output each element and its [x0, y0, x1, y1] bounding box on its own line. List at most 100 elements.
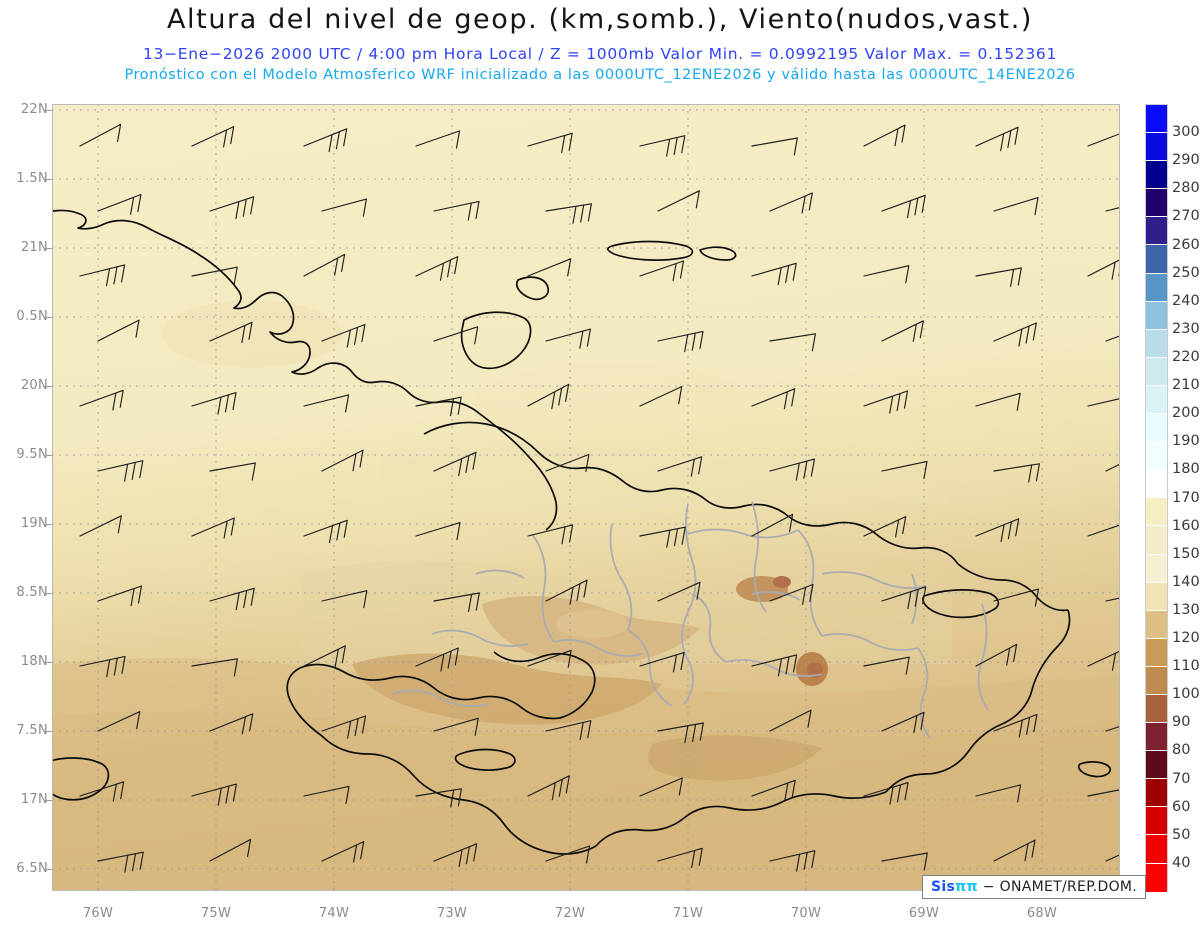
wind-barb — [545, 845, 591, 864]
wind-barb — [527, 132, 573, 154]
wind-barb — [657, 190, 700, 212]
wind-barb — [751, 388, 796, 410]
wind-barb — [209, 587, 255, 611]
wind-barb — [863, 516, 907, 538]
wind-barb — [657, 847, 703, 869]
colorbar-swatch — [1146, 638, 1167, 667]
wind-barb — [79, 781, 125, 802]
wind-barb — [975, 518, 1020, 543]
y-axis-tick-label: 7.5N — [16, 723, 48, 738]
y-axis-tick — [45, 731, 52, 732]
wind-barb — [993, 197, 1039, 216]
colorbar-swatch — [1146, 357, 1167, 386]
x-axis-labels: 76W 75W 74W 73W 72W 71W 70W 69W 68W — [0, 900, 1200, 921]
wind-barb — [863, 656, 910, 675]
wind-barb — [209, 462, 256, 481]
wind-barb — [993, 588, 1039, 607]
wind-barb — [545, 453, 590, 473]
wind-barb — [321, 198, 367, 217]
wind-barb — [415, 522, 461, 541]
x-axis-tick-label: 75W — [200, 906, 232, 921]
wind-barb — [657, 581, 701, 602]
wind-barb — [433, 592, 480, 612]
wind-barb — [191, 517, 235, 539]
wind-barb — [639, 652, 685, 673]
wind-barb — [1087, 650, 1120, 671]
wind-barb — [881, 852, 928, 871]
attribution-badge: Sis ππ − ONAMET/REP.DOM. — [922, 875, 1147, 899]
colorbar-tick-label: 230 — [1172, 320, 1200, 337]
geopotential-shaded-field — [52, 104, 1120, 891]
wind-barb — [79, 655, 126, 678]
x-axis-tick-label: 69W — [908, 906, 940, 921]
colorbar-swatch — [1146, 442, 1167, 471]
colorbar-swatch — [1146, 189, 1167, 218]
wind-barb — [433, 843, 478, 868]
wind-barb — [209, 838, 252, 862]
y-axis-tick — [45, 179, 52, 180]
wind-barb — [993, 322, 1037, 347]
colorbar-swatch — [1146, 666, 1167, 695]
wind-barb — [303, 253, 346, 277]
colorbar-swatch — [1146, 694, 1167, 724]
wind-barb — [975, 392, 1021, 411]
sis-logo-text: Sis — [931, 879, 956, 895]
wind-barb — [321, 841, 365, 863]
wind-barb — [97, 193, 142, 215]
wind-barb — [1105, 597, 1120, 602]
y-axis-tick-label: 17N — [20, 792, 48, 807]
colorbar-tick-label: 140 — [1172, 573, 1200, 590]
wind-barb — [639, 526, 686, 548]
wind-barb — [191, 266, 238, 285]
wind-barb — [769, 333, 816, 352]
colorbar[interactable] — [1145, 104, 1168, 892]
y-axis-tick-label: 6.5N — [16, 861, 48, 876]
x-axis-tick-label: 73W — [436, 906, 468, 921]
colorbar-tick-label: 210 — [1172, 377, 1200, 394]
wind-barb — [863, 124, 906, 147]
colorbar-tick-label: 160 — [1172, 517, 1200, 534]
wind-barb — [1087, 789, 1120, 797]
colorbar-tick-label: 40 — [1172, 854, 1191, 871]
y-axis-tick — [45, 593, 52, 594]
colorbar-tick-label: 270 — [1172, 208, 1200, 225]
colorbar-swatch — [1146, 161, 1167, 190]
colorbar-tick-label: 260 — [1172, 236, 1200, 253]
y-axis-tick — [45, 110, 52, 111]
wind-barb — [751, 513, 794, 537]
wind-barb — [527, 775, 570, 801]
wind-barb — [751, 779, 796, 801]
colorbar-tick-label: 120 — [1172, 630, 1200, 647]
colorbar-tick-label: 80 — [1172, 742, 1191, 759]
wind-barb — [881, 194, 926, 219]
province-boundary-paths — [391, 501, 989, 739]
wind-barb — [321, 323, 366, 348]
wind-barb — [881, 320, 924, 342]
wind-barb — [191, 658, 238, 677]
wind-barb — [433, 200, 480, 221]
colorbar-tick-label: 70 — [1172, 770, 1191, 787]
wind-barb — [881, 711, 925, 734]
wind-barb — [975, 267, 1022, 287]
wind-barb — [639, 777, 683, 797]
y-axis-tick-label: 19N — [20, 516, 48, 531]
colorbar-tick-label: 90 — [1172, 714, 1191, 731]
colorbar-swatch — [1146, 863, 1167, 892]
wind-barb — [1087, 524, 1120, 537]
wind-barb — [1105, 725, 1120, 732]
page-title: Altura del nivel de geop. (km,somb.), Vi… — [166, 4, 1034, 35]
wind-barb — [433, 717, 479, 736]
colorbar-swatch — [1146, 470, 1167, 499]
map-plot-area[interactable] — [52, 104, 1120, 891]
colorbar-swatch — [1146, 751, 1167, 780]
wind-barb — [97, 851, 144, 873]
colorbar-swatch — [1146, 414, 1167, 443]
colorbar-tick-label: 250 — [1172, 264, 1200, 281]
organization-label: − ONAMET/REP.DOM. — [982, 879, 1138, 895]
colorbar-swatch — [1146, 133, 1167, 162]
wind-barb — [415, 647, 459, 672]
coastline-paths — [52, 209, 1112, 855]
wind-barb — [415, 788, 462, 808]
y-axis-tick-label: 0.5N — [16, 309, 48, 324]
colorbar-tick-label: 280 — [1172, 180, 1200, 197]
